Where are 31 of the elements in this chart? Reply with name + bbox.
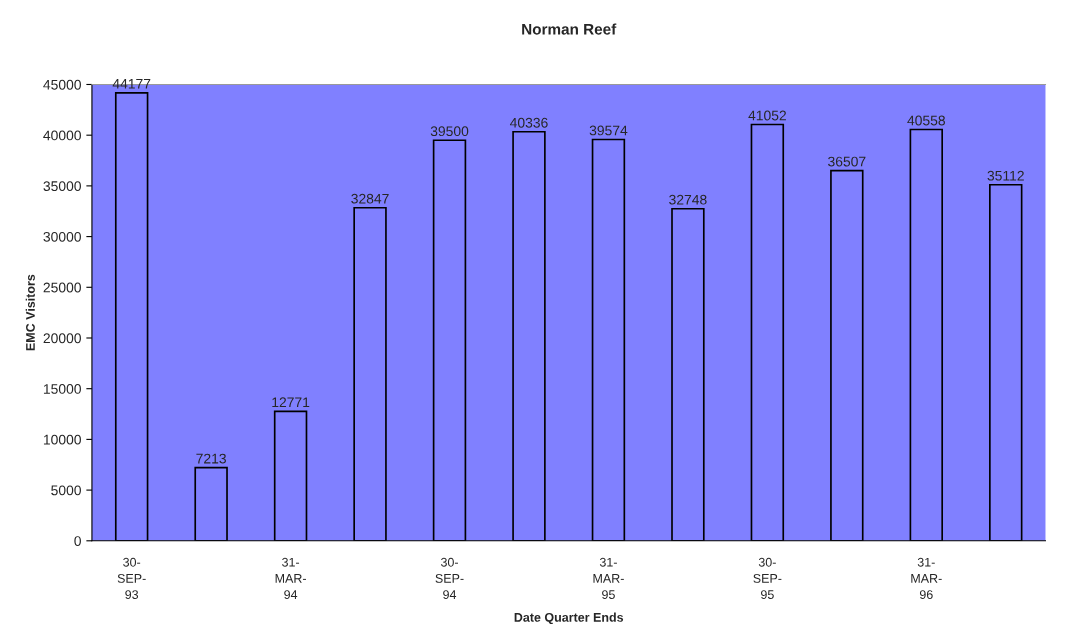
x-axis-title: Date Quarter Ends	[514, 612, 624, 625]
y-tick-label: 0	[74, 536, 81, 546]
y-tick-label: 15000	[43, 384, 81, 394]
data-label: 7213	[196, 453, 226, 464]
data-label: 32748	[669, 194, 707, 205]
x-tick-label: 31- MAR- 94	[275, 557, 306, 600]
data-label: 36507	[828, 156, 866, 167]
y-tick-label: 30000	[43, 231, 81, 242]
y-axis-title: EMC Visitors	[25, 274, 35, 351]
y-tick-label: 10000	[43, 434, 81, 445]
data-label: 41052	[748, 110, 786, 121]
data-label: 35112	[987, 170, 1024, 181]
y-tick-label: 45000	[43, 79, 81, 90]
y-tick-label: 25000	[43, 282, 81, 293]
chart-title: Norman Reef	[522, 23, 617, 35]
y-tick-label: 5000	[51, 485, 81, 496]
data-label: 40558	[907, 115, 945, 126]
x-tick-label: 30- SEP- 93	[117, 557, 146, 600]
x-tick-label: 31- MAR- 95	[593, 557, 624, 600]
y-tick-label: 40000	[43, 130, 81, 141]
data-label: 32847	[351, 193, 389, 204]
y-tick-label: 20000	[43, 333, 81, 344]
data-label: 40336	[509, 117, 548, 128]
x-tick-label: 30- SEP- 95	[753, 557, 782, 600]
data-label: 39500	[430, 126, 469, 137]
y-tick-label: 35000	[43, 181, 81, 192]
data-label: 12771	[272, 397, 310, 408]
x-tick-label: 30- SEP- 94	[435, 557, 464, 600]
data-label: 44177	[112, 79, 151, 89]
data-label: 39574	[589, 125, 628, 136]
x-tick-label: 31- MAR- 96	[911, 557, 942, 600]
